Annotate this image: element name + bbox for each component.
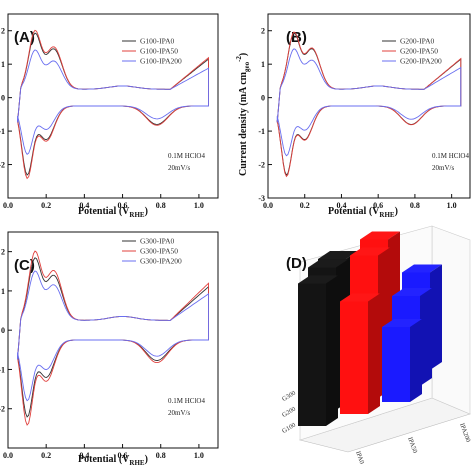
y-tick-label: 1 [1,60,5,69]
x-tick-label: 0.6 [118,201,128,210]
x-tick-label: 0.0 [3,451,13,460]
row-label: G200 [281,406,297,419]
cv-panel-b: (B) G200-IPA0 G200-IPA50 G200-IPA200 0.1… [235,13,471,219]
legend-a: G100-IPA0 G100-IPA50 G100-IPA200 [122,37,182,66]
x-tick-label: 0.4 [79,201,89,210]
x-tick-label: 0.8 [156,201,166,210]
bar-top [360,231,400,240]
legend-entry: G200-IPA200 [400,57,442,66]
y-tick-label: -2 [258,161,265,170]
x-tick-label: 0.4 [336,201,346,210]
y-tick-label: -2 [0,405,5,414]
bar-side [420,288,432,386]
bar-g100-ipa200 [382,327,410,402]
bar3d-panel-d: G300 G200 G100 IPA0 IPA50 IPA200 (D) [281,225,471,465]
legend-entry: G300-IPA50 [140,247,178,256]
series-line-g300-ipa200 [17,270,209,402]
y-tick-label: -2 [0,161,5,170]
plot-frame [7,13,219,199]
y-tick-label: 1 [1,287,5,296]
y-tick-label: -1 [258,127,265,136]
y-tick-label: 2 [1,248,5,257]
x-tick-label: 0.0 [3,201,13,210]
y-axis-title-b: Current density (mA cmgeo-2) [235,53,251,176]
x-axis-title-c: Potential (VRHE) [78,454,148,467]
series-line-g100-ipa200 [17,49,209,155]
y-tick-label: 2 [261,27,265,36]
y-tick-label: 1 [261,60,265,69]
y-tick-label: -3 [258,194,265,203]
bar-top [308,259,348,268]
bar-top [350,247,390,256]
plot-frame [267,13,471,199]
bar-side [410,319,422,402]
series-line-g200-ipa200 [276,48,462,157]
x-tick-label: 1.0 [447,201,457,210]
plot-frame [7,231,219,449]
legend-entry: G100-IPA200 [140,57,182,66]
bar-top [298,275,338,284]
column-label: IPA200 [458,422,471,443]
cv-panel-c: (C) G300-IPA0 G300-IPA50 G300-IPA200 0.1… [0,231,219,467]
x-tick-label: 1.0 [194,451,204,460]
x-tick-label: 0.2 [41,451,51,460]
legend-entry: G100-IPA0 [140,37,175,46]
x-axis-title-a: Potential (VRHE) [78,206,148,219]
x-tick-label: 0.0 [263,201,273,210]
panel-label-b: (B) [286,29,307,46]
x-tick-label: 0.6 [373,201,383,210]
y-tick-label: 0 [1,326,5,335]
panel-label-a: (A) [14,29,35,46]
row-label: G300 [281,390,297,403]
scan-rate-note: 20mV/s [432,164,454,172]
x-tick-label: 0.4 [79,451,89,460]
electrolyte-note: 0.1M HClO4 [432,152,469,160]
x-tick-label: 1.0 [194,201,204,210]
column-label: IPA0 [354,450,365,465]
x-tick-label: 0.2 [41,201,51,210]
bar-top [318,251,358,259]
x-tick-label: 0.8 [410,201,420,210]
bar-side [326,275,338,426]
cv-panel-a: (A) G100-IPA0 G100-IPA50 G100-IPA200 0.1… [0,13,219,219]
row-label: G100 [281,422,297,435]
panel-label-c: (C) [14,257,35,274]
bar-g100-ipa50 [340,301,368,414]
bar-top [402,264,442,273]
bar-top [340,293,380,302]
electrolyte-note: 0.1M HClO4 [168,152,205,160]
legend-entry: G100-IPA50 [140,47,178,56]
x-tick-label: 0.8 [156,451,166,460]
y-tick-label: -1 [0,365,5,374]
y-tick-label: 0 [1,94,5,103]
bar-side [368,293,380,414]
y-tick-label: -1 [0,127,5,136]
bar-top [392,288,432,296]
x-tick-label: 0.6 [118,451,128,460]
electrolyte-note: 0.1M HClO4 [168,397,205,405]
column-label: IPA50 [406,436,418,454]
y-tick-label: 2 [1,27,5,36]
legend-b: G200-IPA0 G200-IPA50 G200-IPA200 [382,37,442,66]
scan-rate-note: 20mV/s [168,409,190,417]
legend-entry: G300-IPA200 [140,257,182,266]
legend-entry: G200-IPA50 [400,47,438,56]
scan-rate-note: 20mV/s [168,164,190,172]
bar-side [430,264,442,370]
series-line-g300-ipa0 [17,257,209,418]
bar3d-bars [298,231,442,426]
legend-entry: G300-IPA0 [140,237,175,246]
x-axis-title-b: Potential (VRHE) [328,206,398,219]
legend-entry: G200-IPA0 [400,37,435,46]
panel-label-d: (D) [286,255,307,272]
bar-top [382,319,422,327]
y-tick-label: 0 [261,94,265,103]
bar-g100-ipa0 [298,283,326,426]
legend-c: G300-IPA0 G300-IPA50 G300-IPA200 [122,237,182,266]
x-tick-label: 0.2 [300,201,310,210]
